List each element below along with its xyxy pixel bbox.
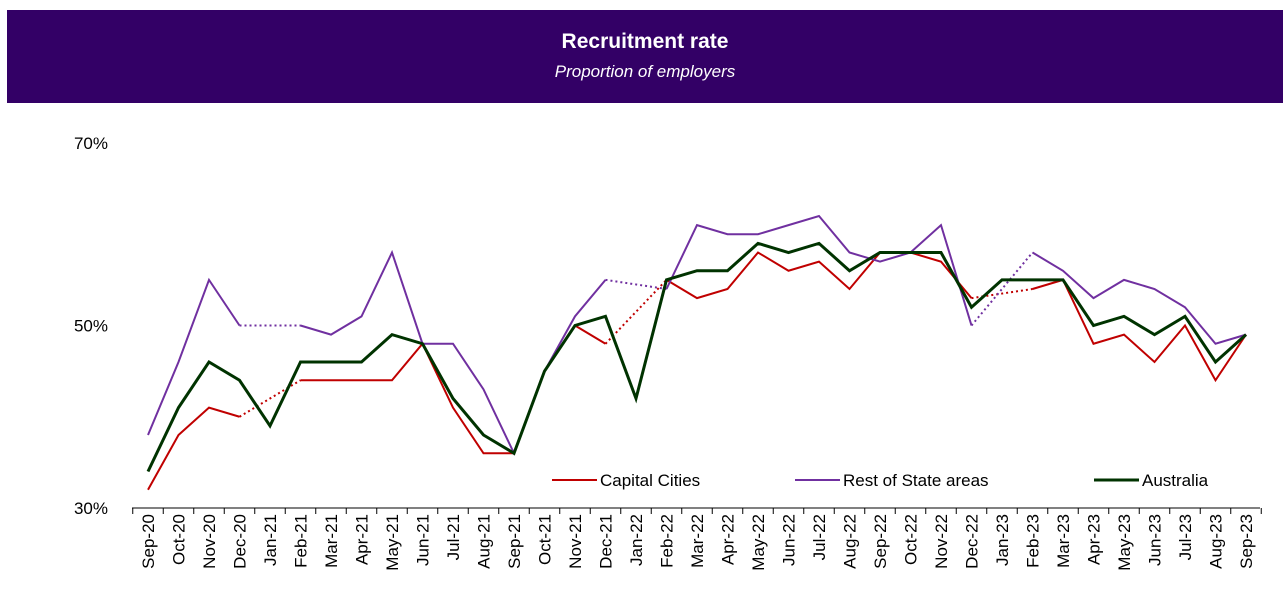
x-tick-label: Jan-21 (261, 514, 280, 566)
x-tick-label: Mar-21 (322, 514, 341, 568)
x-tick-label: Apr-22 (719, 514, 738, 565)
x-tick-label: Jun-23 (1146, 514, 1165, 566)
x-tick-label: Oct-20 (170, 514, 189, 565)
x-tick-label: Feb-21 (292, 514, 311, 568)
x-tick-label: Jun-22 (780, 514, 799, 566)
x-tick-label: Dec-21 (597, 514, 616, 569)
y-tick-label: 30% (74, 499, 108, 518)
x-tick-label: Aug-21 (475, 514, 494, 569)
x-tick-label: Jun-21 (414, 514, 433, 566)
x-tick-label: Apr-23 (1085, 514, 1104, 565)
x-tick-label: Sep-22 (871, 514, 890, 569)
x-tick-label: May-22 (749, 514, 768, 571)
x-tick-label: Feb-23 (1024, 514, 1043, 568)
x-tick-label: Jul-23 (1176, 514, 1195, 560)
x-tick-label: Jul-21 (444, 514, 463, 560)
x-tick-label: Mar-22 (688, 514, 707, 568)
chart-title: Recruitment rate (562, 30, 729, 53)
legend-label: Capital Cities (600, 471, 700, 490)
gap-bridge (605, 278, 667, 290)
series-line (147, 214, 1247, 456)
x-tick-label: Nov-20 (200, 514, 219, 569)
x-tick-label: Sep-20 (139, 514, 158, 569)
x-tick-label: Nov-22 (932, 514, 951, 569)
x-tick-label: Feb-22 (658, 514, 677, 568)
x-tick-label: Jan-22 (627, 514, 646, 566)
x-tick-label: Sep-21 (505, 514, 524, 569)
series-line (147, 251, 1247, 491)
gap-bridge (970, 251, 1034, 327)
x-tick-label: Oct-21 (536, 514, 555, 565)
legend-label: Australia (1142, 471, 1209, 490)
x-tick-label: Aug-23 (1207, 514, 1226, 569)
header-band (7, 10, 1283, 103)
legend-label: Rest of State areas (843, 471, 989, 490)
x-tick-label: May-21 (383, 514, 402, 571)
x-tick-label: Nov-21 (566, 514, 585, 569)
series-line (146, 241, 1248, 473)
y-tick-label: 70% (74, 134, 108, 153)
x-tick-label: Jan-23 (993, 514, 1012, 566)
y-tick-label: 50% (74, 317, 108, 336)
x-tick-label: Apr-21 (353, 514, 372, 565)
x-tick-label: Dec-22 (963, 514, 982, 569)
x-tick-label: Aug-22 (841, 514, 860, 569)
x-tick-label: Sep-23 (1237, 514, 1256, 569)
x-tick-label: Jul-22 (810, 514, 829, 560)
x-tick-label: Oct-22 (902, 514, 921, 565)
x-tick-label: Dec-20 (231, 514, 250, 569)
x-tick-label: Mar-23 (1054, 514, 1073, 568)
chart-subtitle: Proportion of employers (555, 62, 736, 81)
gap-bridge (238, 379, 302, 418)
x-tick-label: May-23 (1115, 514, 1134, 571)
